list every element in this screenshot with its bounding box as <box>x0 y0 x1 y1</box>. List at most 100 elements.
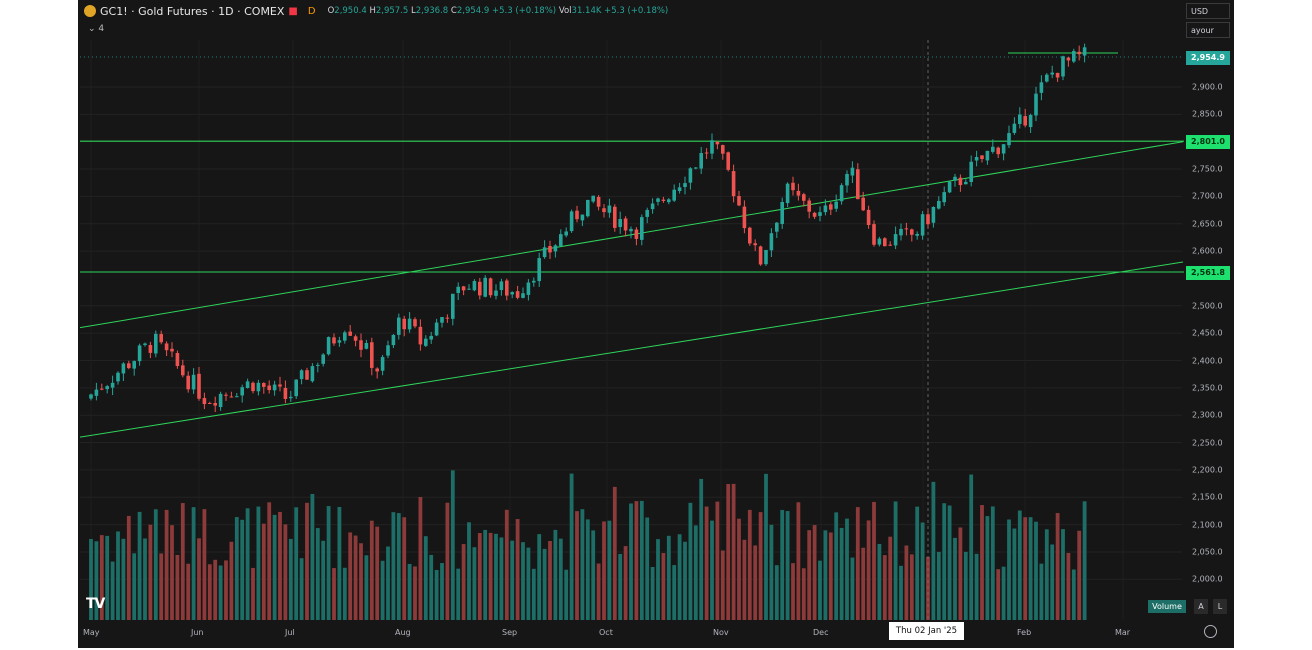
candle-body <box>618 219 622 228</box>
candle-body <box>278 384 282 387</box>
volume-bars <box>89 470 1087 620</box>
volume-bar <box>591 530 596 620</box>
candle-body <box>877 238 882 245</box>
volume-bar <box>326 506 331 620</box>
volume-bar <box>337 506 342 620</box>
volume-bar <box>850 557 855 620</box>
volume-bar <box>386 546 390 620</box>
volume-bar <box>909 554 914 620</box>
volume-bar <box>413 566 417 620</box>
volume-bar <box>742 539 747 620</box>
volume-bar <box>423 536 428 620</box>
candle-body <box>170 348 174 352</box>
volume-bar <box>213 559 218 620</box>
candle-body <box>429 335 433 340</box>
volume-bar <box>1061 529 1065 620</box>
candle-body <box>893 234 898 246</box>
volume-bar <box>645 517 650 620</box>
volume-bar <box>418 497 423 620</box>
candle-body <box>715 141 720 145</box>
candle-body <box>866 209 871 226</box>
candle-body <box>218 393 223 408</box>
candle-body <box>926 214 930 225</box>
red-flag-icon[interactable]: ■ <box>288 5 298 17</box>
volume-bar <box>920 522 925 620</box>
volume-bar <box>369 520 374 620</box>
volume-bar <box>629 503 633 620</box>
candle-body <box>1039 82 1044 93</box>
volume-bar <box>207 564 212 620</box>
candle-body <box>796 190 801 196</box>
volume-bar <box>461 544 466 620</box>
settings-gear-icon[interactable] <box>1204 625 1217 638</box>
candle-body <box>424 338 428 346</box>
volume-bar <box>1012 528 1017 620</box>
y-tick-label: 2,500.0 <box>1192 301 1223 311</box>
candle-body <box>402 318 406 330</box>
volume-bar <box>407 563 412 620</box>
auto-scale-button[interactable]: A <box>1194 599 1208 614</box>
candle-body <box>364 342 369 349</box>
volume-bar <box>240 519 245 620</box>
candle-body <box>143 343 147 345</box>
channel-line <box>79 261 1184 438</box>
candle-body <box>775 222 779 232</box>
candle-body <box>197 373 201 399</box>
volume-bar <box>137 511 142 620</box>
unit-select[interactable]: ayour <box>1186 22 1230 38</box>
currency-select[interactable]: USD <box>1186 3 1230 19</box>
volume-bar <box>380 560 385 620</box>
candle-body <box>942 192 946 203</box>
y-tick-label: 2,700.0 <box>1192 191 1223 201</box>
y-tick-label: 2,900.0 <box>1192 82 1223 92</box>
candle-body <box>326 337 331 355</box>
candle-body <box>494 290 498 296</box>
volume-bar <box>974 553 979 620</box>
candle-body <box>861 197 865 211</box>
volume-bar <box>575 511 579 620</box>
volume-bar <box>861 547 866 620</box>
candle-body <box>175 353 180 367</box>
volume-bar <box>1071 569 1076 620</box>
candle-body <box>251 382 255 392</box>
volume-bar <box>607 520 612 620</box>
volume-bar <box>915 506 920 620</box>
candle-body <box>915 233 919 236</box>
candle-body <box>332 337 336 344</box>
volume-bar <box>353 535 358 620</box>
symbol-title[interactable]: GC1! · Gold Futures · 1D · COMEX <box>100 4 285 18</box>
x-tick-label: Nov <box>713 628 729 637</box>
x-tick-label: May <box>83 628 100 637</box>
volume-legend[interactable]: Volume <box>1148 600 1186 613</box>
candle-body <box>710 140 714 154</box>
volume-bar <box>126 515 131 620</box>
volume-bar <box>796 502 801 620</box>
candle-body <box>451 293 455 319</box>
volume-bar <box>585 519 590 620</box>
volume-bar <box>396 513 401 620</box>
volume-bar <box>429 554 434 620</box>
y-tick-label: 2,200.0 <box>1192 465 1223 475</box>
y-tick-label: 2,650.0 <box>1192 219 1223 229</box>
candle-body <box>823 205 828 213</box>
volume-bar <box>116 531 120 620</box>
indicators-collapse-toggle[interactable]: ⌄ 4 <box>88 24 105 34</box>
volume-bar <box>634 501 639 620</box>
volume-bar <box>612 486 617 620</box>
candle-body <box>872 224 876 245</box>
candle-body <box>640 217 644 240</box>
candle-body <box>1045 74 1049 82</box>
log-scale-button[interactable]: L <box>1213 599 1227 614</box>
candle-body <box>391 334 396 346</box>
volume-bar <box>315 528 320 620</box>
volume-bar <box>321 540 326 620</box>
volume-bar <box>175 554 180 620</box>
volume-bar <box>1034 521 1038 620</box>
candle-body <box>883 238 887 247</box>
volume-bar <box>990 506 995 620</box>
candle-body <box>731 171 736 197</box>
candle-body <box>294 379 298 397</box>
volume-bar <box>548 541 552 620</box>
volume-bar <box>164 509 169 620</box>
